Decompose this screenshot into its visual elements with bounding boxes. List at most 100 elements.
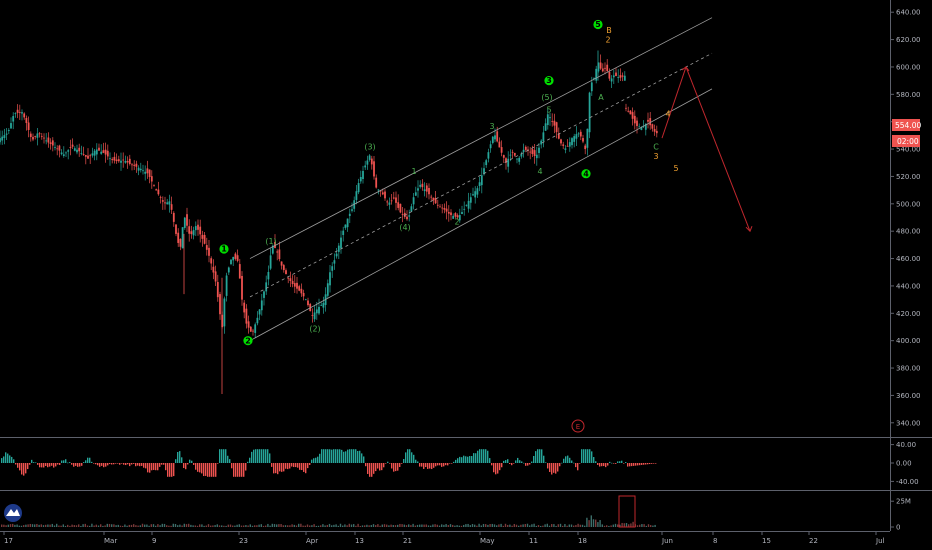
candle-body <box>271 245 274 254</box>
volume-bar <box>124 524 126 527</box>
candle-body <box>573 136 576 142</box>
oscillator-bar <box>437 463 439 466</box>
volume-bar <box>291 524 293 527</box>
oscillator-bar <box>99 463 101 467</box>
candle-body <box>282 265 285 271</box>
volume-bar <box>40 524 42 527</box>
oscillator-bar <box>119 463 121 465</box>
volume-bar <box>562 525 564 527</box>
oscillator-bar <box>283 463 285 472</box>
oscillator-bar <box>53 463 55 468</box>
oscillator-bar <box>319 453 321 463</box>
volume-bar <box>617 524 619 527</box>
oscillator-bar <box>251 451 253 463</box>
volume-bar <box>647 524 650 527</box>
candle-body <box>197 224 199 230</box>
volume-bar <box>434 524 436 527</box>
candle-body <box>243 302 246 313</box>
candle-body <box>49 142 52 145</box>
volume-bar <box>612 524 614 527</box>
candle-body <box>232 256 235 261</box>
oscillator-bar <box>83 462 85 463</box>
volume-bar <box>564 524 566 527</box>
volume-bar <box>535 525 537 527</box>
candle-body <box>494 135 496 140</box>
price-tick-label: 480.00 <box>896 228 921 236</box>
candle-body <box>443 208 446 210</box>
price-tick-label: 380.00 <box>896 365 921 373</box>
volume-bar <box>148 525 150 527</box>
oscillator-bar <box>655 463 657 464</box>
candle-body <box>384 191 386 199</box>
app-logo-icon[interactable] <box>4 504 22 522</box>
oscillator-pane <box>1 449 657 477</box>
volume-bar <box>408 524 410 527</box>
volume-bar <box>342 525 344 527</box>
volume-bar <box>610 525 612 527</box>
candle-body <box>82 154 85 155</box>
volume-bar <box>471 524 474 527</box>
candle-body <box>164 202 166 204</box>
volume-bar <box>174 523 177 527</box>
oscillator-bar <box>91 461 93 463</box>
time-tick-label: Jul <box>875 537 885 545</box>
oscillator-bar <box>519 460 521 463</box>
volume-bar <box>229 524 232 527</box>
oscillator-bar <box>289 463 291 469</box>
volume-bar <box>416 524 419 527</box>
candle-body <box>386 201 389 203</box>
candle-body <box>542 132 545 142</box>
wave-label: (1) <box>265 237 276 246</box>
wave-label: 2 <box>454 218 459 227</box>
oscillator-bar <box>171 463 173 477</box>
oscillator-bar <box>323 449 325 463</box>
price-tick-label: 340.00 <box>896 419 921 427</box>
oscillator-bar <box>317 456 319 463</box>
candle-body <box>315 309 318 314</box>
oscillator-bar <box>377 463 379 469</box>
volume-bar <box>163 523 166 527</box>
volume-bar <box>247 525 249 527</box>
volume-bar <box>533 523 535 527</box>
oscillator-bar <box>213 463 215 477</box>
volume-bar <box>73 525 75 527</box>
oscillator-bar <box>273 463 275 474</box>
volume-bar <box>419 524 421 527</box>
candle-body <box>540 140 543 145</box>
candle-body <box>148 169 151 177</box>
time-tick-label: 8 <box>713 537 717 545</box>
oscillator-bar <box>81 463 83 466</box>
volume-bar <box>621 522 623 527</box>
candle-body <box>564 148 567 150</box>
oscillator-bar <box>329 449 331 463</box>
oscillator-bar <box>97 463 99 466</box>
oscillator-bar <box>89 457 91 463</box>
oscillator-bar <box>145 463 147 469</box>
oscillator-bar <box>325 449 327 463</box>
volume-bar <box>504 523 507 527</box>
candle-body <box>560 139 562 144</box>
oscillator-bar <box>131 463 133 465</box>
candle-body <box>32 136 34 140</box>
oscillator-bar <box>235 463 237 477</box>
oscillator-bar <box>523 462 525 464</box>
oscillator-bar <box>247 461 249 463</box>
candle-body <box>219 294 221 315</box>
candle-body <box>388 202 391 205</box>
volume-bar <box>573 525 575 527</box>
oscillator-bar <box>263 449 265 463</box>
oscillator-axis: 40.00 0.00 -40.00 <box>890 441 919 486</box>
candle-body <box>362 170 364 180</box>
candle-body <box>102 150 105 153</box>
oscillator-bar <box>21 463 23 475</box>
volume-bar <box>388 525 390 527</box>
candle-body <box>302 292 305 297</box>
oscillator-bar <box>521 461 523 463</box>
wave-label: (5) <box>541 93 552 102</box>
time-axis: 17 Mar 9 23 Apr 13 21 May 11 18 Jun 8 15 22 Jul <box>3 531 885 545</box>
oscillator-bar <box>571 460 573 463</box>
oscillator-bar <box>121 463 123 464</box>
volume-bar <box>491 523 493 527</box>
oscillator-bar <box>137 463 139 466</box>
